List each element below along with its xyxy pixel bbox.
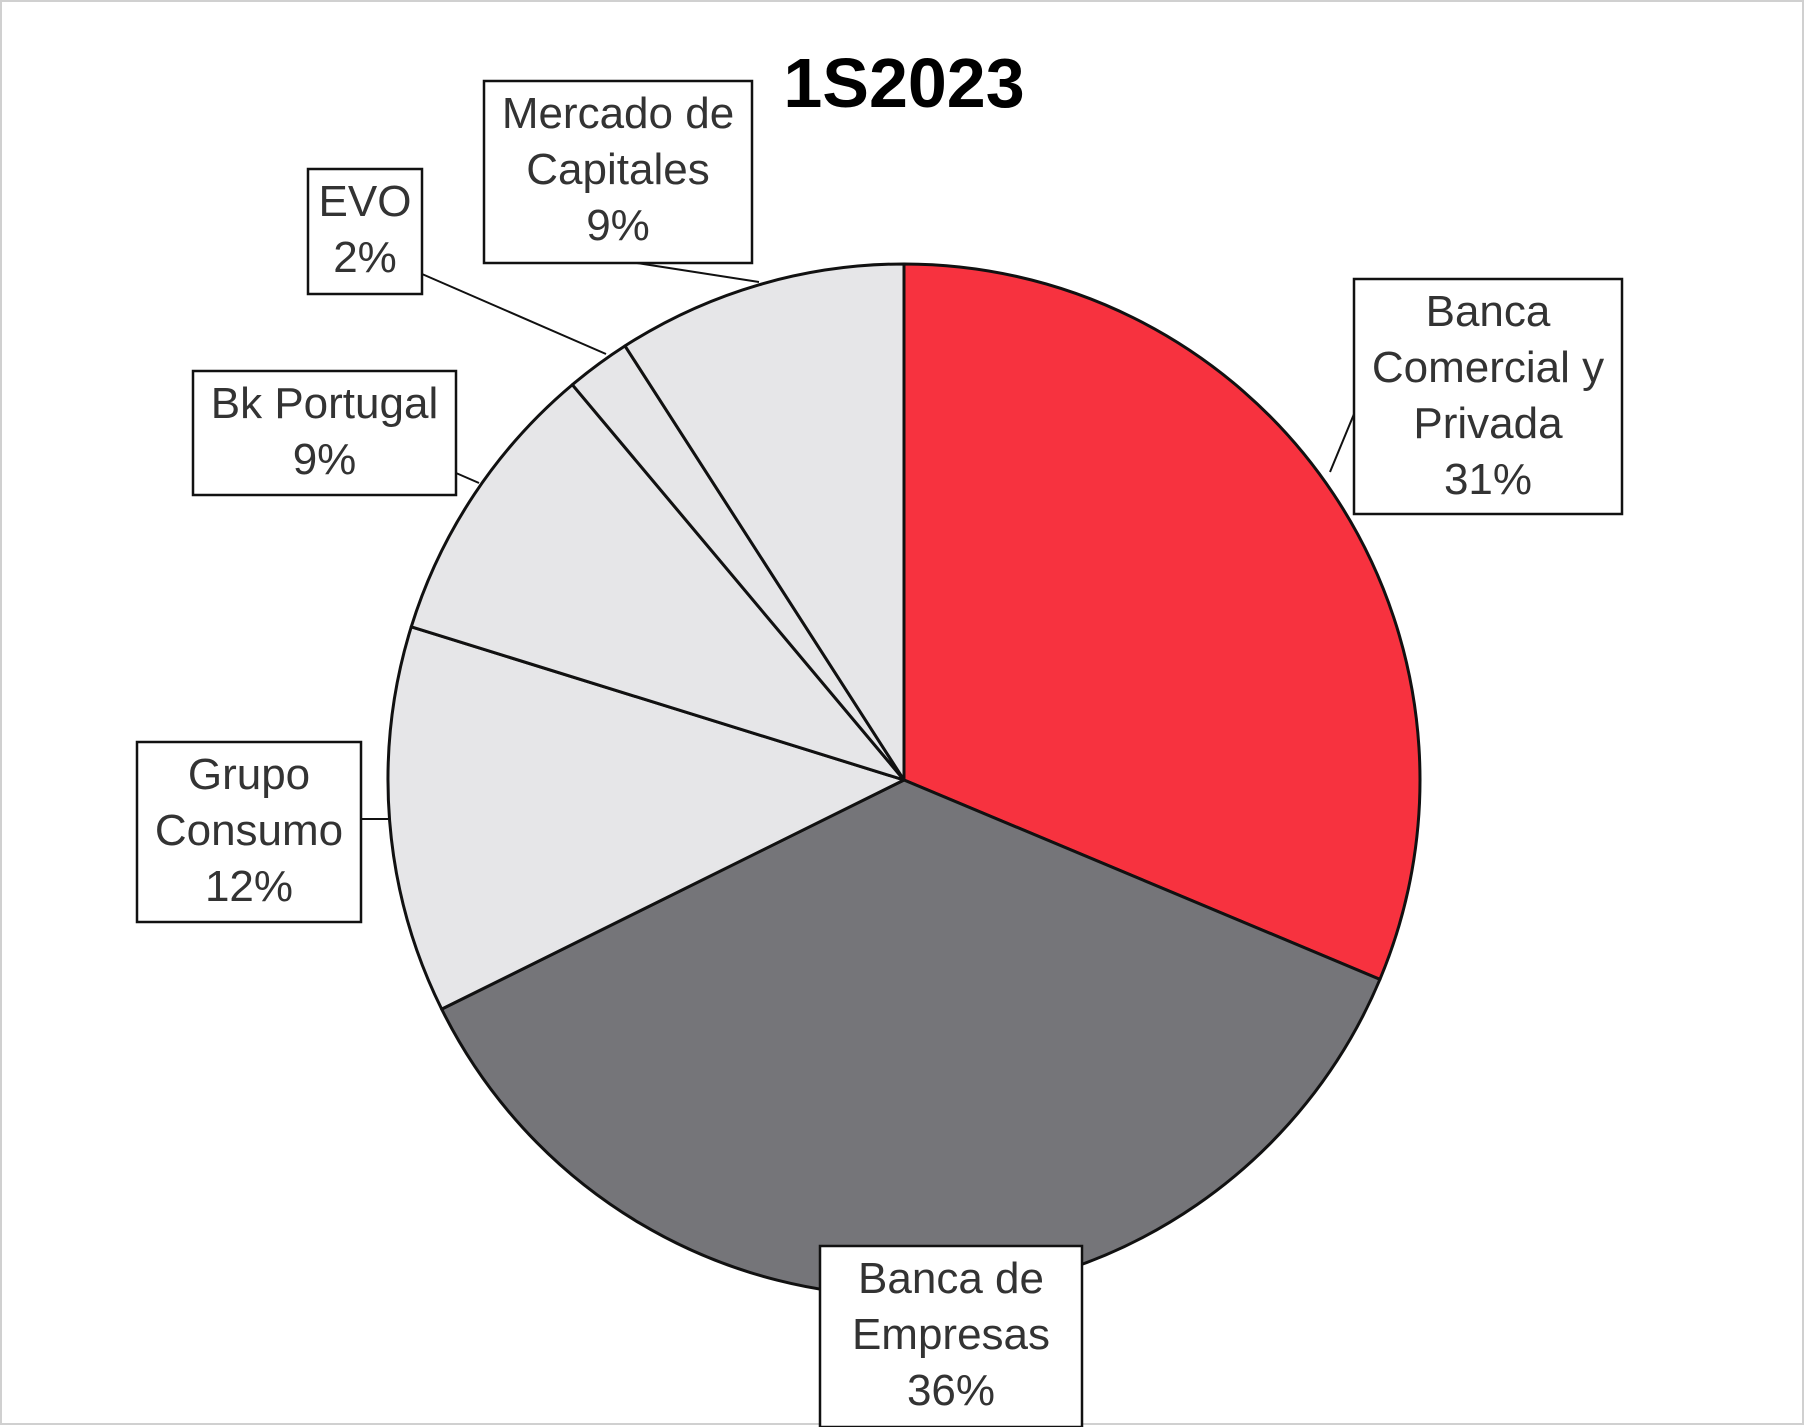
callout-box — [482, 79, 754, 265]
slice-category-label: Mercado de — [502, 89, 734, 138]
slice-value-label: 9% — [586, 201, 650, 250]
pie-slice — [386, 625, 906, 1011]
callout-box — [135, 740, 363, 924]
leader-line — [455, 472, 480, 484]
pie-slice — [409, 383, 906, 782]
slice-category-label: Comercial y — [1372, 343, 1604, 392]
slice-category-label: Privada — [1413, 399, 1563, 448]
slice-category-label: Banca — [1426, 287, 1551, 336]
pie-slice — [623, 262, 906, 782]
pie-slice — [902, 262, 1422, 981]
slice-category-label: Capitales — [526, 145, 709, 194]
data-label-callout: EVO 2% — [306, 167, 424, 296]
callout-box — [818, 1244, 1084, 1427]
leader-line — [421, 273, 607, 355]
data-label-callout: Grupo Consumo 12% — [135, 740, 363, 924]
slice-category-label: Consumo — [155, 806, 343, 855]
callout-box — [191, 369, 458, 497]
leader-line — [636, 262, 760, 283]
slice-value-label: 31% — [1444, 455, 1532, 504]
slice-category-label: Bk Portugal — [211, 379, 438, 428]
callout-box — [306, 167, 424, 296]
data-label-callout: Mercado de Capitales 9% — [482, 79, 754, 265]
callouts-layer: Banca Comercial y Privada 31% Banca de Empres… — [135, 79, 1624, 1427]
data-label-callout: Bk Portugal 9% — [191, 369, 458, 497]
slice-value-label: 2% — [333, 233, 397, 282]
slice-category-label: EVO — [319, 177, 412, 226]
slices-layer — [386, 262, 1422, 1298]
leader-line — [1329, 413, 1355, 473]
leader-lines-layer — [361, 262, 1355, 820]
data-label-callout: Banca de Empresas 36% — [818, 1244, 1084, 1427]
slice-value-label: 9% — [293, 435, 357, 484]
slice-category-label: Grupo — [188, 750, 310, 799]
callout-box — [1352, 277, 1624, 516]
slice-category-label: Banca de — [858, 1254, 1044, 1303]
slice-value-label: 12% — [205, 862, 293, 911]
slice-value-label: 36% — [907, 1366, 995, 1415]
chart-title: 1S2023 — [783, 44, 1024, 122]
data-label-callout: Banca Comercial y Privada 31% — [1352, 277, 1624, 516]
slice-category-label: Empresas — [852, 1310, 1050, 1359]
